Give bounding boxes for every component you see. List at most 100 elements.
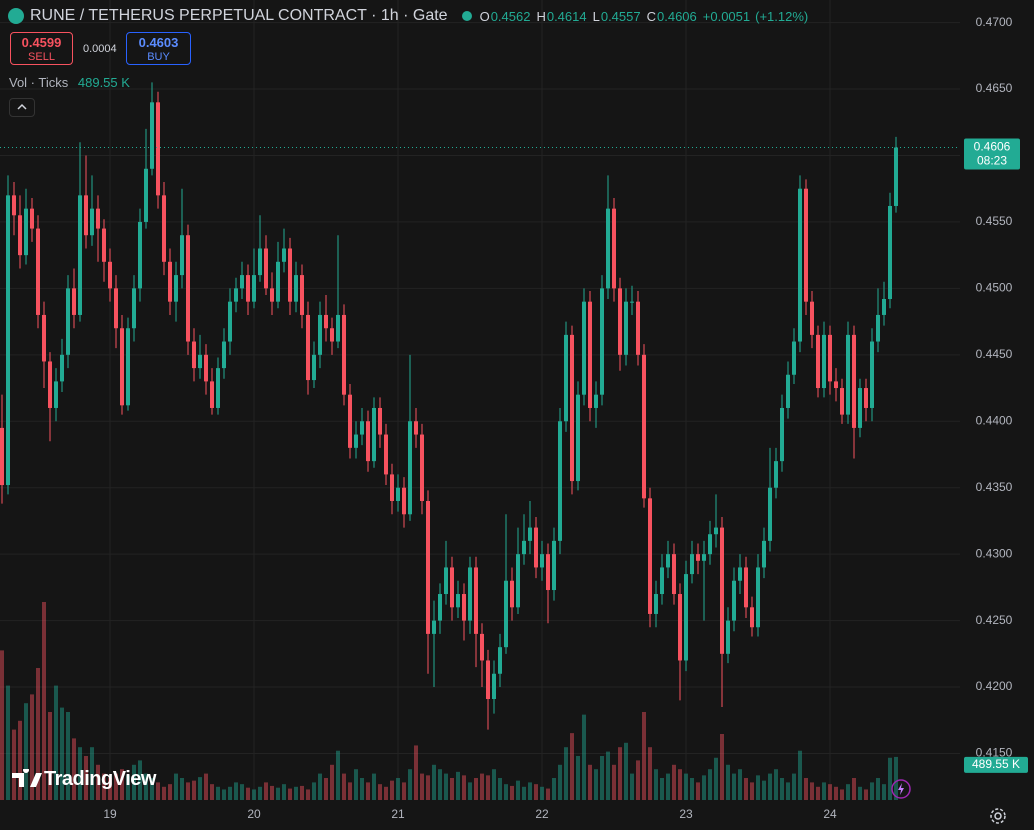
volume-bar [822,782,826,800]
volume-bar [438,769,442,800]
candle-body [804,188,808,302]
candle-body [870,341,874,408]
volume-legend: Vol · Ticks 489.55 K [9,75,130,90]
volume-bar [558,764,562,800]
candle-body [882,299,886,315]
candle-body [12,195,16,216]
volume-bar [108,778,112,800]
volume-name: Vol · Ticks [9,75,69,90]
alert-icon[interactable] [891,779,911,799]
candle-body [738,567,742,581]
volume-bar [102,773,106,800]
settings-icon[interactable] [988,806,1008,826]
candle-body [672,554,676,595]
candle-body [486,660,490,700]
logo[interactable]: TradingView [10,768,156,791]
candle-body [258,248,262,276]
volume-bar [552,778,556,800]
candle-body [756,567,760,628]
candle-body [96,208,100,229]
volume-bar [210,784,214,800]
sell-label: SELL [28,51,55,63]
volume-bar [870,782,874,800]
candle-body [396,487,400,501]
volume-bar [174,773,178,800]
chevron-icon [17,103,27,110]
volume-bar [312,782,316,800]
candle-body [342,314,346,395]
volume-bar [30,694,34,800]
volume-bar [666,773,670,800]
candle-body [810,301,814,335]
candle-body [282,248,286,262]
ohlc-value: 0.4562 [490,8,531,24]
candle-body [144,168,148,222]
candle-body [378,407,382,435]
volume-bar [510,785,514,800]
volume-bar [780,778,784,800]
candle-body [168,261,172,302]
sell-button[interactable]: 0.4599 SELL [10,32,73,65]
candle-body [414,421,418,435]
candle-body [204,354,208,382]
candle-body [780,407,784,462]
volume-bar [444,773,448,800]
volume-bar [672,764,676,800]
candle-body [792,341,796,375]
volume-bar [420,773,424,800]
candle-body [552,540,556,591]
volume-bar [864,789,868,800]
volume-bar [132,764,136,800]
volume-bar [648,747,652,800]
candle-body [654,594,658,614]
candle-body [324,314,328,329]
candle-body [108,261,112,289]
candle-body [198,354,202,369]
candle-body [612,208,616,289]
ohlc-key: L [592,8,600,24]
volume-bar [660,778,664,800]
candle-body [306,314,310,381]
y-tick-label: 0.4150 [976,746,1013,760]
volume-bar [498,778,502,800]
candle-body [300,275,304,315]
candle-body [750,607,754,628]
candle-body [222,341,226,369]
candle-body [114,288,118,329]
volume-bar [816,786,820,800]
volume-bar [696,782,700,800]
candle-body [774,461,778,488]
volume-bar [276,787,280,800]
candle-body [582,301,586,395]
volume-bar [234,782,238,800]
candle-body [690,554,694,575]
buy-button[interactable]: 0.4603 BUY [126,32,191,65]
volume-bar [528,782,532,800]
volume-bar [228,786,232,800]
volume-bar [342,773,346,800]
volume-bar [450,778,454,800]
volume-bar [72,738,76,800]
candle-body [558,421,562,541]
volume-bar [570,733,574,800]
candle-body [462,594,466,621]
volume-bar [204,773,208,800]
candle-body [480,633,484,661]
symbol-title[interactable]: RUNE / TETHERUS PERPETUAL CONTRACT · 1h … [30,7,448,24]
candle-body [384,434,388,475]
volume-bar [6,685,10,800]
x-tick-label: 21 [391,807,405,821]
candle-body [270,288,274,302]
candle-body [192,341,196,369]
volume-bar [588,764,592,800]
x-tick-label: 23 [679,807,693,821]
volume-bar [744,778,748,800]
candle-body [360,421,364,435]
candle-body [624,301,628,355]
volume-bar [390,780,394,800]
volume-bar [120,769,124,800]
candle-body [246,275,250,302]
candle-body [318,314,322,355]
collapse-button[interactable] [9,98,35,117]
candle-body [60,354,64,382]
